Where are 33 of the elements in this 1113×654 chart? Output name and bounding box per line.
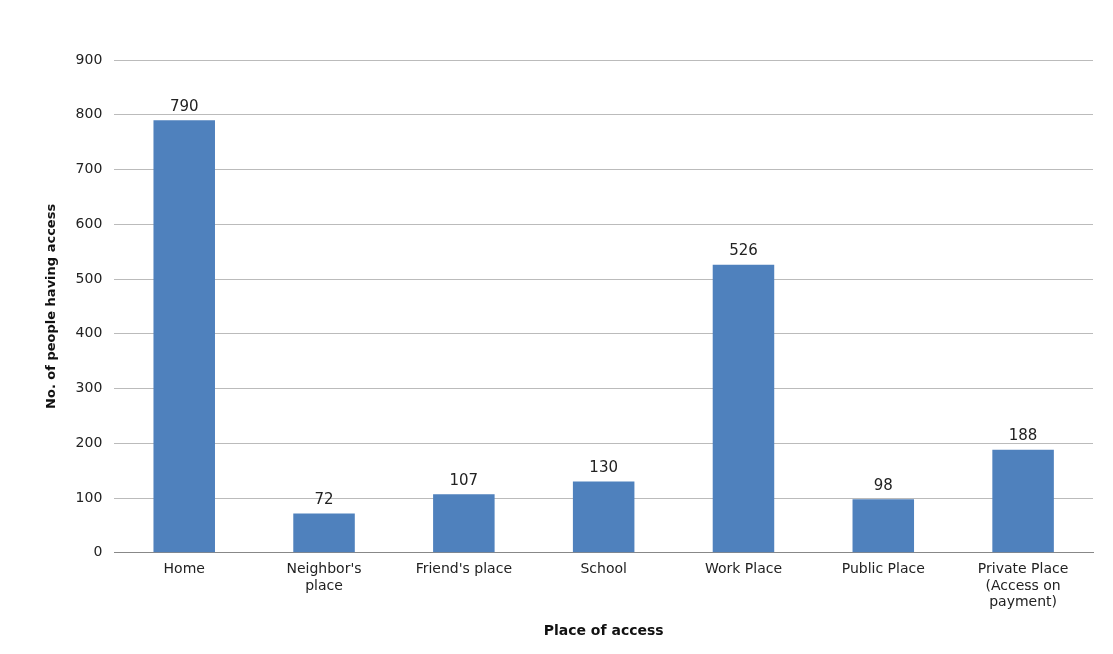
x-tick-label: Private Place (Access on payment) xyxy=(977,559,1069,610)
y-tick-label: 900 xyxy=(75,50,103,67)
data-label: 98 xyxy=(873,475,893,494)
x-tick-label: Friend's place xyxy=(415,559,513,576)
bar xyxy=(433,494,495,553)
data-label: 790 xyxy=(169,96,199,115)
bar xyxy=(293,513,355,553)
y-tick-label: 200 xyxy=(75,433,103,450)
data-label: 130 xyxy=(589,458,618,477)
data-label: 72 xyxy=(314,489,334,508)
y-tick-label: 400 xyxy=(75,324,103,341)
x-tick-label: Public Place xyxy=(841,559,925,576)
y-tick-label: 700 xyxy=(75,160,103,177)
bar xyxy=(572,481,635,553)
y-tick-label: 600 xyxy=(75,214,103,231)
bar xyxy=(153,120,215,553)
y-axis-title: No. of people having access xyxy=(43,203,59,409)
data-label: 107 xyxy=(449,470,479,489)
bar xyxy=(852,499,915,553)
y-tick-label: 0 xyxy=(93,543,103,560)
x-axis-title: Place of access xyxy=(543,622,664,639)
x-tick-label: School xyxy=(580,559,627,576)
x-tick-label: Neighbor's place xyxy=(286,559,362,593)
data-label: 188 xyxy=(1008,426,1038,445)
y-tick-label: 300 xyxy=(75,379,103,396)
x-tick-label: Home xyxy=(163,559,205,576)
data-label: 526 xyxy=(729,241,758,260)
bar xyxy=(992,449,1054,553)
y-tick-label: 100 xyxy=(75,488,103,505)
y-tick-label: 800 xyxy=(75,105,103,122)
x-tick-label: Work Place xyxy=(704,559,783,576)
bar xyxy=(712,264,775,553)
y-tick-label: 500 xyxy=(75,269,103,286)
